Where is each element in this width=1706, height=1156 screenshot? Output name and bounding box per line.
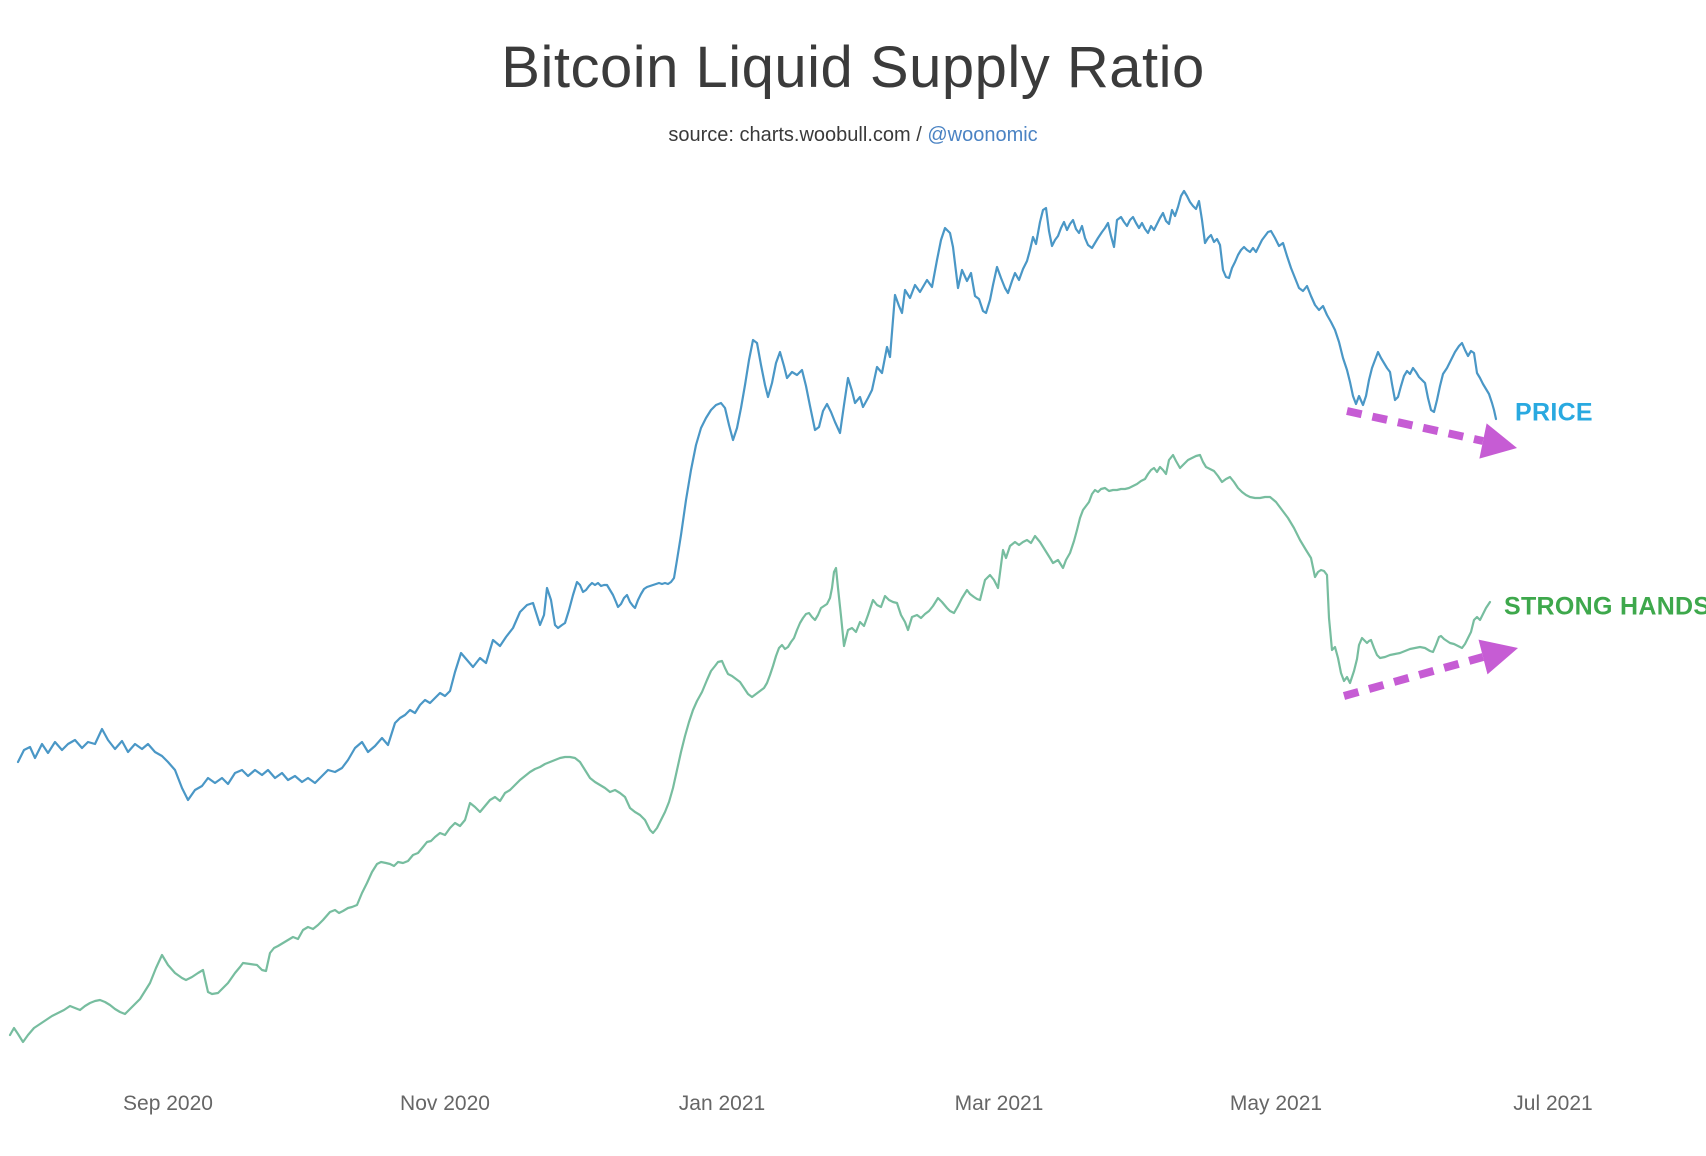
source-text: source: charts.woobull.com / [668, 124, 928, 146]
trend-arrow-head-down [1479, 423, 1517, 459]
x-tick-nov-2020: Nov 2020 [400, 1092, 490, 1115]
series-line-strong-hands [8, 453, 1492, 1044]
trend-arrow-line-down [1346, 407, 1484, 445]
series-line-price [16, 189, 1498, 802]
x-tick-sep-2020: Sep 2020 [123, 1092, 213, 1115]
x-tick-mar-2021: Mar 2021 [954, 1092, 1044, 1115]
x-tick-jul-2021: Jul 2021 [1513, 1092, 1593, 1115]
trend-arrow-head-up [1478, 639, 1518, 675]
chart-subtitle: source: charts.woobull.com / @woonomic [668, 124, 1037, 147]
woonomic-link[interactable]: @woonomic [927, 124, 1038, 146]
trend-arrow-line-up [1342, 653, 1485, 700]
x-tick-may-2021: May 2021 [1229, 1092, 1323, 1115]
page-title: Bitcoin Liquid Supply Ratio [501, 35, 1205, 100]
x-tick-jan-2021: Jan 2021 [678, 1092, 766, 1115]
strong-hands-label: STRONG HANDS [1504, 592, 1706, 621]
price-label: PRICE [1515, 398, 1593, 427]
